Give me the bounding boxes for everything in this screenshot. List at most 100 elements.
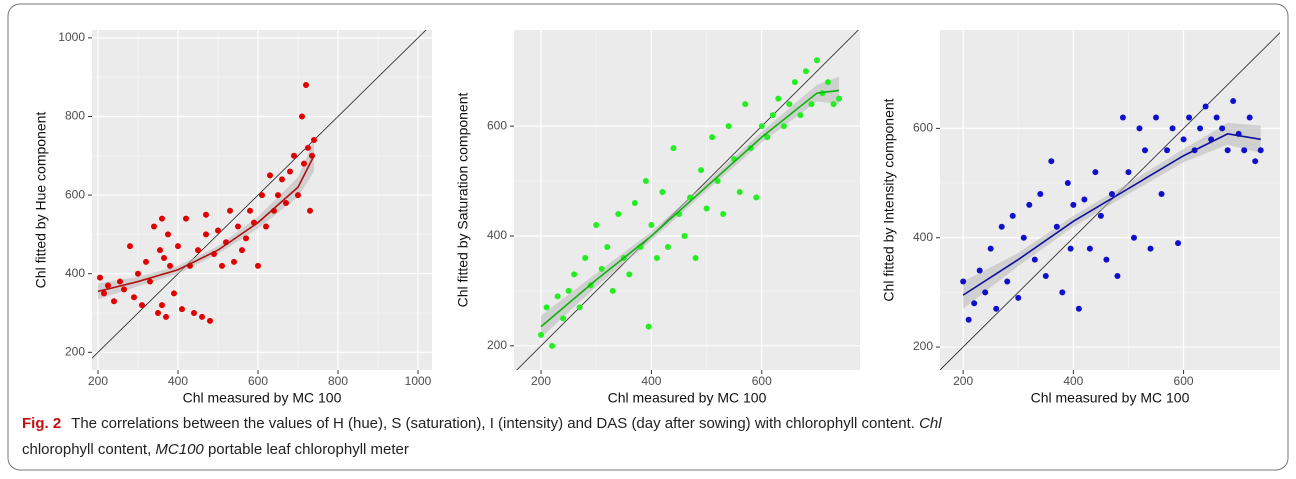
caption-label: Fig. 2 bbox=[22, 415, 61, 432]
point bbox=[1031, 256, 1038, 263]
point bbox=[965, 316, 972, 323]
y-axis-label: Chl fitted by Hue component bbox=[33, 112, 49, 289]
point bbox=[203, 211, 209, 218]
point bbox=[165, 231, 171, 238]
point bbox=[143, 258, 149, 265]
point bbox=[664, 243, 671, 250]
point bbox=[1114, 272, 1121, 279]
point bbox=[1153, 114, 1160, 121]
point bbox=[615, 211, 622, 218]
point bbox=[560, 315, 567, 322]
point bbox=[753, 194, 760, 201]
point bbox=[1064, 180, 1071, 187]
point bbox=[604, 243, 611, 250]
confidence-band bbox=[963, 122, 1261, 309]
point bbox=[291, 152, 297, 159]
point bbox=[982, 289, 989, 296]
point bbox=[791, 79, 798, 86]
point bbox=[987, 245, 994, 252]
point bbox=[135, 270, 141, 277]
point bbox=[659, 189, 666, 196]
point bbox=[139, 302, 145, 309]
point bbox=[797, 112, 804, 119]
y-axis-label: Chl fitted by Saturation component bbox=[455, 92, 471, 307]
caption-line-2: chlorophyll content, MC100 portable leaf… bbox=[22, 441, 409, 458]
point bbox=[1246, 114, 1253, 121]
point bbox=[1048, 158, 1055, 165]
point bbox=[1241, 147, 1248, 154]
point bbox=[301, 160, 307, 167]
point bbox=[101, 290, 107, 297]
point bbox=[1125, 169, 1132, 176]
point bbox=[758, 123, 765, 130]
point bbox=[155, 310, 161, 317]
point bbox=[1136, 125, 1143, 132]
point bbox=[1257, 147, 1264, 154]
point bbox=[1020, 234, 1027, 241]
caption-text: portable leaf chlorophyll meter bbox=[204, 441, 409, 458]
point bbox=[207, 317, 213, 324]
point bbox=[576, 304, 583, 311]
point bbox=[283, 199, 289, 206]
point bbox=[1202, 103, 1209, 110]
point bbox=[571, 271, 578, 278]
point bbox=[830, 101, 837, 108]
point bbox=[309, 152, 315, 159]
point bbox=[1067, 245, 1074, 252]
point bbox=[1026, 201, 1033, 208]
point bbox=[1086, 245, 1093, 252]
x-tick-label: 200 bbox=[531, 374, 551, 388]
caption-text: The correlations between the values of H… bbox=[71, 415, 919, 432]
point bbox=[670, 145, 677, 152]
point bbox=[1103, 256, 1110, 263]
point bbox=[769, 112, 776, 119]
plot-area bbox=[516, 30, 859, 370]
point bbox=[1219, 125, 1226, 132]
point bbox=[1186, 114, 1193, 121]
point bbox=[1230, 98, 1237, 105]
point bbox=[960, 278, 967, 285]
point bbox=[780, 123, 787, 130]
point bbox=[231, 258, 237, 265]
x-tick-label: 400 bbox=[168, 374, 188, 388]
point bbox=[303, 82, 309, 89]
point bbox=[1252, 158, 1259, 165]
point bbox=[1108, 190, 1115, 197]
point bbox=[215, 227, 221, 234]
point bbox=[183, 215, 189, 222]
y-axis-label: Chl fitted by Intensity component bbox=[881, 98, 897, 301]
point bbox=[1004, 278, 1011, 285]
point bbox=[1224, 147, 1231, 154]
x-tick-label: 200 bbox=[88, 374, 108, 388]
point bbox=[1015, 294, 1022, 301]
point bbox=[159, 302, 165, 309]
point bbox=[1141, 147, 1148, 154]
x-tick-label: 1000 bbox=[405, 374, 432, 388]
point bbox=[1119, 114, 1126, 121]
point bbox=[725, 123, 732, 130]
point bbox=[1042, 272, 1049, 279]
point bbox=[802, 68, 809, 75]
point bbox=[703, 205, 710, 212]
point bbox=[1169, 125, 1176, 132]
point bbox=[239, 247, 245, 254]
x-axis-label: Chl measured by MC 100 bbox=[608, 390, 767, 406]
point bbox=[167, 262, 173, 269]
x-axis-label: Chl measured by MC 100 bbox=[183, 390, 342, 406]
point bbox=[1164, 147, 1171, 154]
x-tick-label: 200 bbox=[953, 374, 973, 388]
caption-text: chlorophyll content, bbox=[22, 441, 155, 458]
point bbox=[267, 172, 273, 179]
point bbox=[1053, 223, 1060, 230]
point bbox=[598, 265, 605, 272]
point bbox=[565, 287, 572, 294]
point bbox=[1097, 212, 1104, 219]
panel: 200 400 600 800 1000 200 400 600 800 1000 Chl meas… bbox=[33, 30, 432, 406]
fit-line bbox=[540, 89, 840, 328]
point bbox=[307, 207, 313, 214]
point bbox=[998, 223, 1005, 230]
point bbox=[279, 176, 285, 183]
point bbox=[199, 313, 205, 320]
x-axis-label: Chl measured by MC 100 bbox=[1031, 390, 1190, 406]
